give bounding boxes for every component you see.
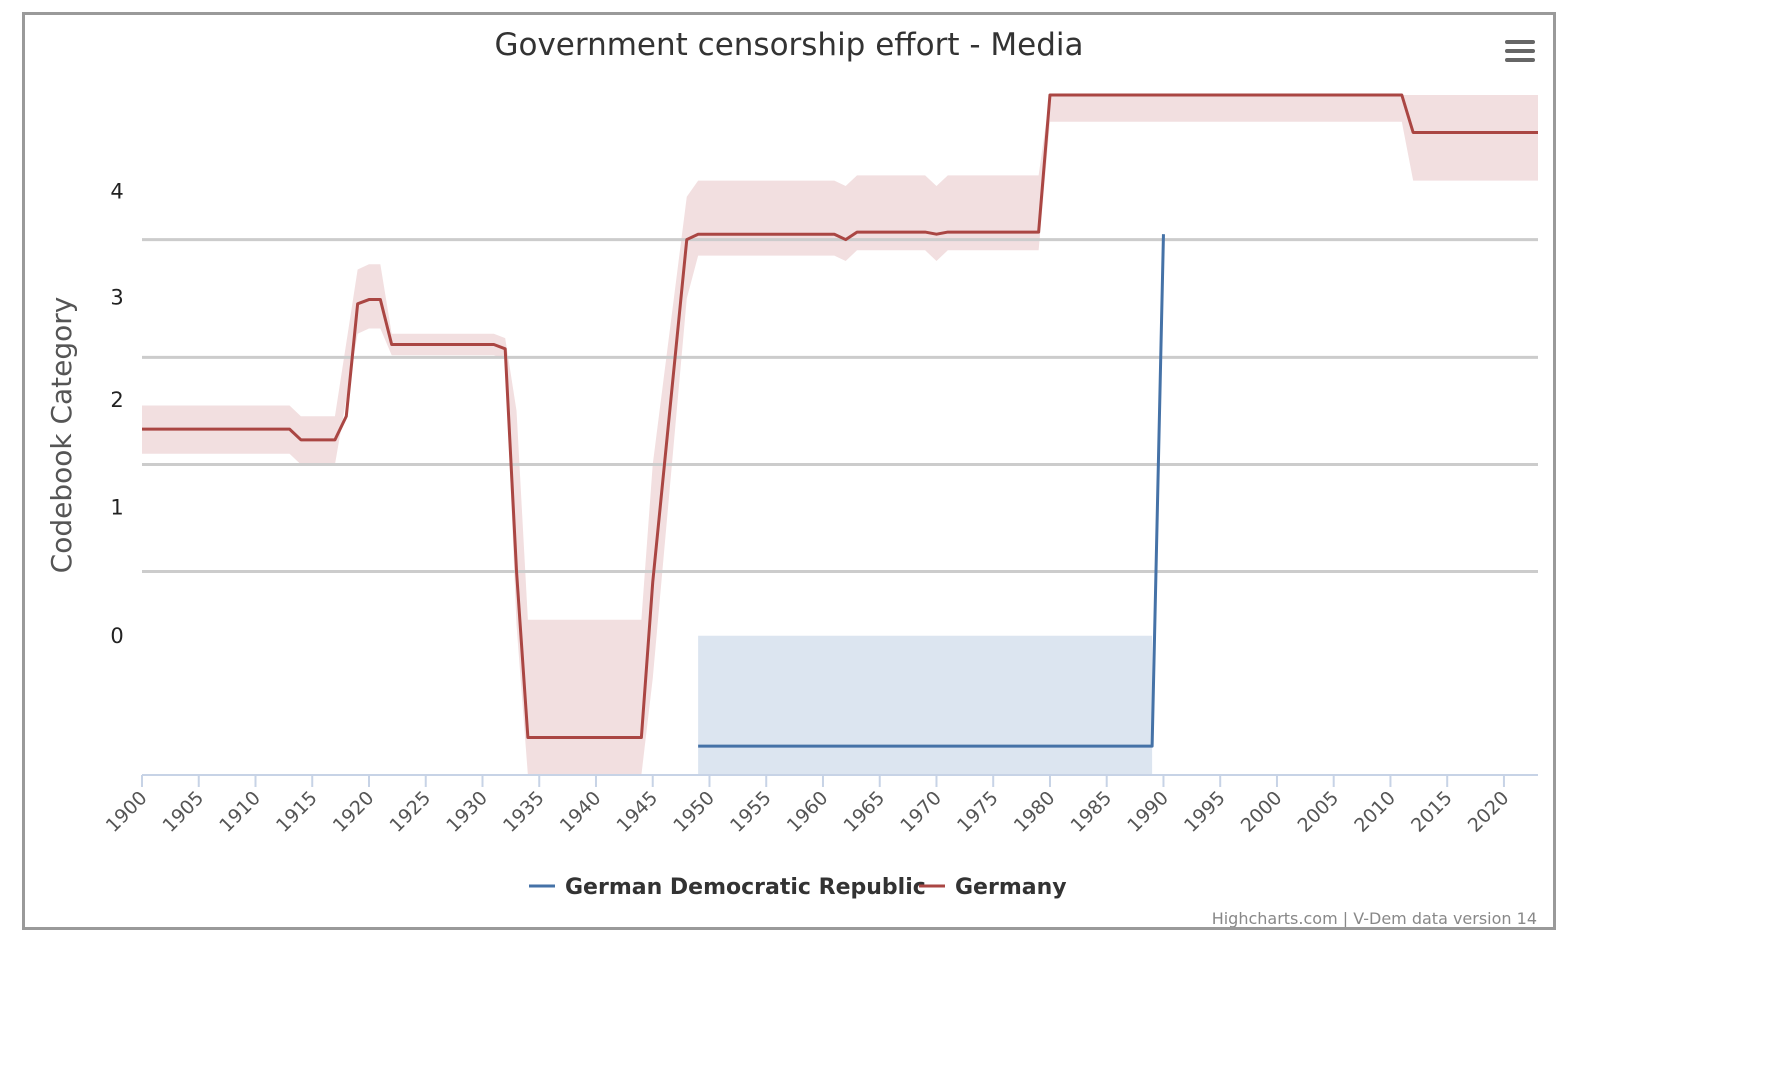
y-tick-label: 4 xyxy=(110,179,123,203)
x-tick-label: 1960 xyxy=(783,787,833,837)
y-axis-label: Codebook Category xyxy=(45,297,78,574)
x-tick-label: 1945 xyxy=(613,787,663,837)
x-tick-label: 1950 xyxy=(669,787,719,837)
x-tick-label: 1975 xyxy=(953,787,1003,837)
x-tick-label: 2005 xyxy=(1293,787,1343,837)
x-tick-label: 1930 xyxy=(442,787,492,837)
series-line-1[interactable] xyxy=(142,93,1538,740)
hamburger-menu-icon[interactable] xyxy=(1505,40,1535,62)
x-tick-label: 1955 xyxy=(726,787,776,837)
x-tick-label: 1940 xyxy=(556,787,606,837)
x-tick-label: 1980 xyxy=(1010,787,1060,837)
x-tick-label: 2010 xyxy=(1350,787,1400,837)
confidence-band-1 xyxy=(142,95,1538,775)
series-line-0[interactable] xyxy=(698,234,1165,748)
x-tick-label: 1910 xyxy=(215,787,265,837)
y-tick-label: 2 xyxy=(110,388,123,412)
x-tick-label: 1995 xyxy=(1180,787,1230,837)
x-tick-label: 1965 xyxy=(840,787,890,837)
x-tick-label: 2000 xyxy=(1237,787,1287,837)
x-tick-label: 1900 xyxy=(102,787,152,837)
legend-item-germany[interactable]: Germany xyxy=(919,875,1067,900)
legend-label-germany: Germany xyxy=(955,875,1067,900)
chart-title: Government censorship effort - Media xyxy=(494,27,1083,63)
legend: German Democratic Republic Germany xyxy=(529,875,1067,900)
y-tick-label: 1 xyxy=(110,495,123,519)
credits[interactable]: Highcharts.com | V-Dem data version 14 xyxy=(1212,909,1537,927)
legend-label-gdr: German Democratic Republic xyxy=(565,875,926,900)
x-tick-label: 1920 xyxy=(329,787,379,837)
x-tick-label: 1985 xyxy=(1066,787,1116,837)
x-tick-label: 1970 xyxy=(896,787,946,837)
x-tick-label: 1925 xyxy=(386,787,436,837)
x-tick-label: 2015 xyxy=(1407,787,1457,837)
confidence-band-0 xyxy=(698,635,1153,775)
x-tick-label: 2020 xyxy=(1464,787,1514,837)
x-tick-label: 1990 xyxy=(1123,787,1173,837)
y-tick-label: 0 xyxy=(110,624,123,648)
x-tick-label: 1915 xyxy=(272,787,322,837)
x-tick-label: 1935 xyxy=(499,787,549,837)
legend-item-gdr[interactable]: German Democratic Republic xyxy=(529,875,926,900)
y-tick-label: 3 xyxy=(110,285,123,309)
x-tick-label: 1905 xyxy=(159,787,209,837)
